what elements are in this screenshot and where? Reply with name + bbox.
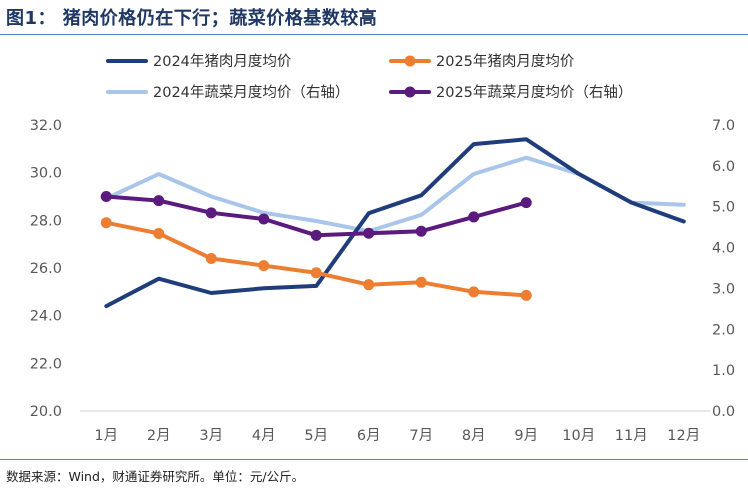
right-tick-label: 2.0 <box>712 322 735 338</box>
x-tick-label: 1月 <box>94 428 118 444</box>
right-tick-label: 6.0 <box>712 159 735 175</box>
title-divider <box>0 34 748 35</box>
data-point-s1-3 <box>258 260 270 272</box>
title-bar: 图1： 猪肉价格仍在下行；蔬菜价格基数较高 <box>0 0 748 34</box>
source-note: 数据来源：Wind，财通证券研究所。单位：元/公斤。 <box>6 469 305 484</box>
legend: 2024年猪肉月度均价 2025年猪肉月度均价 2024年蔬菜月度均价（右轴） 202… <box>106 53 632 101</box>
data-point-s3-8 <box>520 197 532 209</box>
legend-label-3: 2025年蔬菜月度均价（右轴） <box>436 84 632 101</box>
data-point-s1-4 <box>310 267 322 279</box>
x-tick-label: 6月 <box>357 428 381 444</box>
data-point-s1-1 <box>153 227 165 239</box>
x-tick-label: 2月 <box>147 428 171 444</box>
data-point-s3-5 <box>363 227 375 239</box>
data-point-s1-8 <box>520 289 532 301</box>
right-tick-label: 0.0 <box>712 404 735 420</box>
series-lines <box>104 137 686 309</box>
data-point-s1-5 <box>363 279 375 291</box>
right-tick-label: 5.0 <box>712 200 735 216</box>
data-point-s3-6 <box>415 225 427 237</box>
data-point-s3-4 <box>310 229 322 241</box>
left-tick-label: 22.0 <box>30 356 62 372</box>
x-tick-label: 5月 <box>304 428 328 444</box>
right-tick-label: 1.0 <box>712 363 735 379</box>
data-point-s3-7 <box>468 211 480 223</box>
data-point-s1-0 <box>100 217 112 229</box>
x-tick-label: 9月 <box>514 428 538 444</box>
left-axis-ticks: 20.0 22.0 24.0 26.0 28.0 30.0 32.0 <box>30 118 62 420</box>
left-tick-label: 30.0 <box>30 166 62 182</box>
x-tick-label: 3月 <box>199 428 223 444</box>
left-tick-label: 24.0 <box>30 309 62 325</box>
data-point-s1-6 <box>415 276 427 288</box>
series-markers <box>100 191 532 301</box>
right-tick-label: 7.0 <box>712 118 735 134</box>
right-tick-label: 3.0 <box>712 281 735 297</box>
left-tick-label: 26.0 <box>30 261 62 277</box>
x-tick-label: 7月 <box>409 428 433 444</box>
left-tick-label: 28.0 <box>30 213 62 229</box>
right-axis-ticks: 0.0 1.0 2.0 3.0 4.0 5.0 6.0 7.0 <box>712 118 735 420</box>
series-line-2 <box>104 155 686 234</box>
legend-label-1: 2025年猪肉月度均价 <box>436 53 575 70</box>
right-tick-label: 4.0 <box>712 241 735 257</box>
series-line-0 <box>104 137 686 309</box>
x-axis-ticks: 1月 2月 3月 4月 5月 6月 7月 8月 9月 10月 11月 12月 <box>94 428 700 444</box>
left-tick-label: 20.0 <box>30 404 62 420</box>
x-tick-label: 11月 <box>615 428 648 444</box>
x-tick-label: 10月 <box>562 428 595 444</box>
data-point-s1-7 <box>468 286 480 298</box>
x-tick-label: 8月 <box>462 428 486 444</box>
left-tick-label: 32.0 <box>30 118 62 134</box>
page-title: 图1： 猪肉价格仍在下行；蔬菜价格基数较高 <box>6 8 378 29</box>
series-line-3 <box>104 194 529 238</box>
x-tick-label: 4月 <box>252 428 276 444</box>
legend-marker-1 <box>404 55 416 67</box>
source-divider <box>0 459 748 460</box>
data-point-s1-2 <box>205 252 217 264</box>
legend-label-2: 2024年蔬菜月度均价（右轴） <box>153 84 349 101</box>
data-point-s3-1 <box>153 195 165 207</box>
legend-label-0: 2024年猪肉月度均价 <box>153 53 292 70</box>
data-point-s3-0 <box>100 191 112 202</box>
data-point-s3-2 <box>205 207 217 219</box>
x-tick-label: 12月 <box>667 428 700 444</box>
data-point-s3-3 <box>258 213 270 225</box>
legend-marker-3 <box>404 86 416 98</box>
